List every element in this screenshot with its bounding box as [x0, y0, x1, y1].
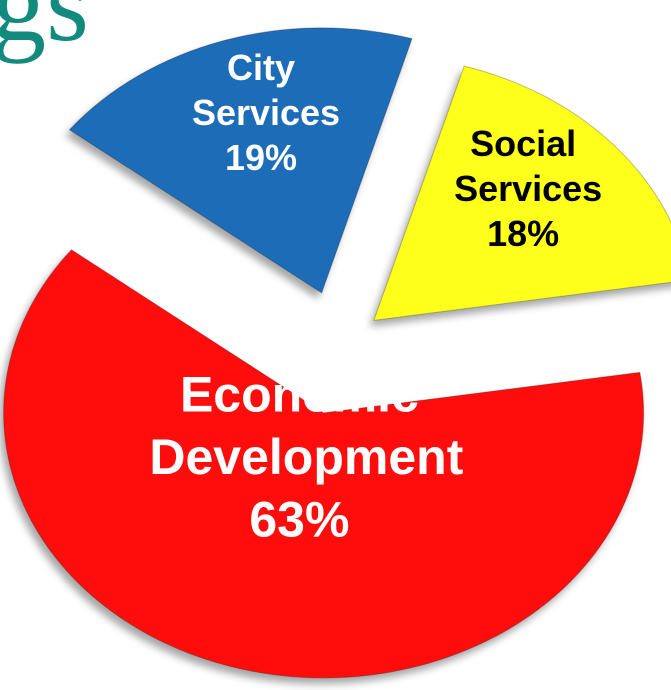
slice-label: Economic Development: [135, 367, 463, 486]
pie-slice: [3, 249, 645, 679]
value-label: 18%: [487, 213, 559, 254]
value-label: 19%: [225, 137, 297, 178]
pie-slice: [373, 65, 671, 321]
slice-label: Social Services: [444, 123, 602, 209]
logo: gs: [0, 0, 89, 64]
slice-label: City Services: [182, 47, 340, 133]
value-label: 63%: [249, 492, 349, 548]
pie-slice: [68, 27, 413, 294]
